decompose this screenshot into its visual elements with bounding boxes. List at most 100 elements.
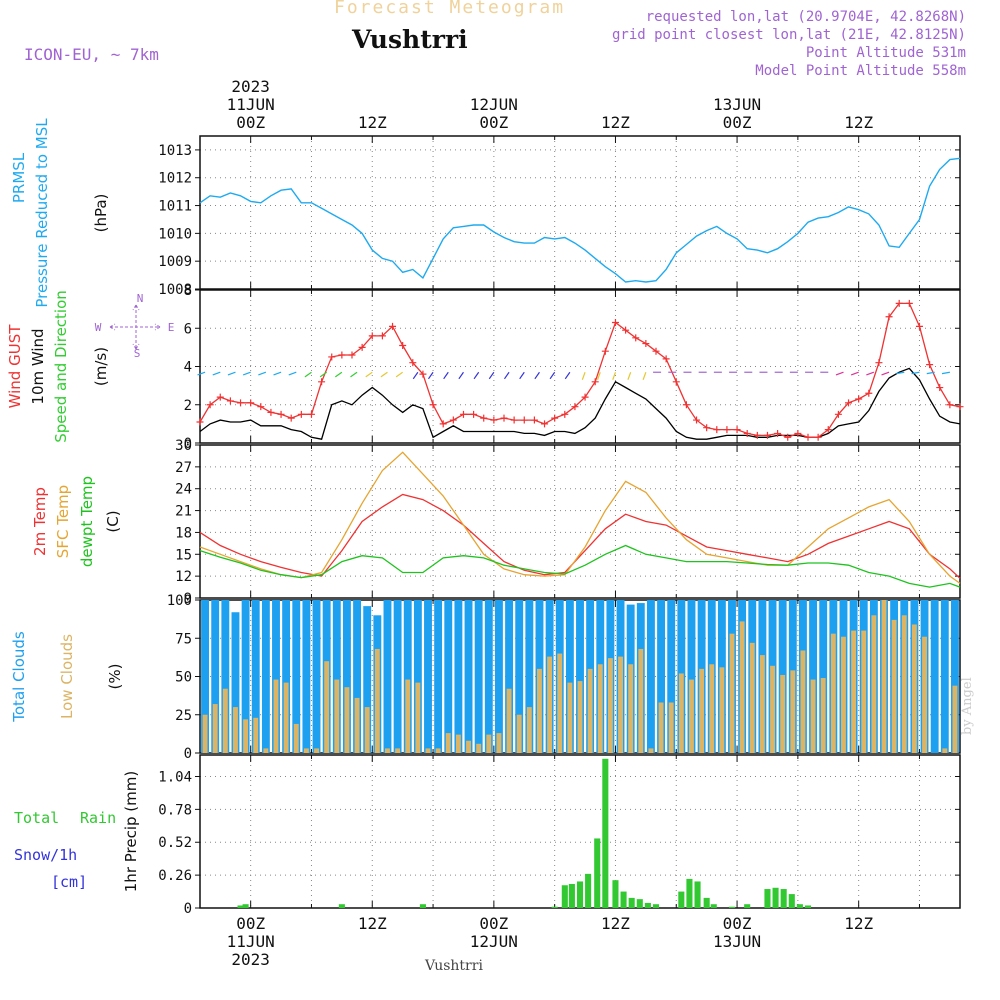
wind-gust-marker xyxy=(399,341,407,349)
wind-direction-arrow xyxy=(503,371,510,380)
wind-gust-marker xyxy=(571,403,579,411)
total-clouds-bar xyxy=(241,600,250,753)
wind-gust-marker xyxy=(885,313,893,321)
low-clouds-bar xyxy=(729,633,735,753)
credit-watermark: by Angel xyxy=(960,677,975,735)
low-clouds-bar xyxy=(881,600,887,753)
wind-gust-marker xyxy=(449,416,457,424)
precip-bar xyxy=(728,906,736,908)
wind-gust-marker xyxy=(267,408,275,416)
total-clouds-bar xyxy=(474,600,483,753)
wind-direction-arrow xyxy=(564,371,571,380)
wind-direction-arrow xyxy=(288,371,297,376)
low-clouds-bar xyxy=(415,682,421,753)
wind-gust-marker xyxy=(855,395,863,403)
wind-gust-marker xyxy=(429,401,437,409)
low-clouds-bar xyxy=(283,682,289,753)
ytick-label: 30 xyxy=(175,438,192,454)
precip-bar xyxy=(686,878,693,908)
panel-temperature: 9 12 15 18 21 24 27 30 xyxy=(175,438,961,607)
low-clouds-bar xyxy=(861,630,867,753)
wind-gust-marker xyxy=(216,393,224,401)
location-title: Vushtrri xyxy=(352,25,468,54)
ytick-label: 0.78 xyxy=(158,802,192,818)
wind-gust-marker xyxy=(338,351,346,359)
wind-gust-marker xyxy=(307,410,315,418)
precip-bar xyxy=(744,904,751,908)
low-clouds-bar xyxy=(476,743,482,753)
low-clouds-bar xyxy=(638,648,644,753)
total-clouds-bar xyxy=(312,600,321,753)
total-clouds-bar xyxy=(565,600,574,753)
total-clouds-bar xyxy=(342,600,351,753)
ytick-label: 0.52 xyxy=(158,835,192,851)
total-clouds-bar xyxy=(454,600,463,753)
precip-bar xyxy=(764,889,771,908)
wind-gust-marker xyxy=(257,403,265,411)
top-time-label: 2023 xyxy=(231,77,270,96)
panel-frame xyxy=(199,444,961,599)
total-clouds-bar xyxy=(251,600,260,753)
wind-gust-marker xyxy=(551,414,559,422)
precip-bar xyxy=(772,887,779,908)
wind-gust-marker xyxy=(642,340,650,348)
wind-direction-arrow xyxy=(549,371,556,380)
sfc-temp-line xyxy=(199,451,961,584)
ytick-label: 25 xyxy=(175,708,192,724)
wind-gust-marker xyxy=(389,322,397,330)
low-clouds-bar xyxy=(516,714,522,753)
panel-frame xyxy=(199,289,961,444)
wind-direction-arrow xyxy=(304,371,312,378)
bottom-time-label: 2023 xyxy=(231,950,270,969)
precip-bar xyxy=(576,881,584,908)
wind-gust-marker xyxy=(865,389,873,397)
low-clouds-bar xyxy=(841,636,846,753)
top-time-label: 00Z xyxy=(723,113,752,132)
ytick-label: 1.04 xyxy=(158,769,192,785)
ytick-label: 1013 xyxy=(158,143,192,159)
low-clouds-bar xyxy=(425,748,431,753)
low-clouds-bar xyxy=(354,697,360,753)
wind10m-line xyxy=(199,367,961,440)
panel-precip: 0 0.26 0.52 0.78 1.04 xyxy=(158,754,961,917)
total-clouds-bar xyxy=(231,612,240,753)
wind-gust-marker xyxy=(753,431,761,439)
low-clouds-bar xyxy=(952,685,958,753)
ytick-label: 0.26 xyxy=(158,868,192,884)
ytick-label: 1008 xyxy=(158,282,192,298)
bottom-time-label: 00Z xyxy=(479,914,508,933)
precip-bar xyxy=(652,904,660,908)
low-clouds-bar xyxy=(891,619,897,753)
wind-gust-marker xyxy=(470,410,478,418)
wind-gust-marker xyxy=(611,319,619,327)
total-clouds-bar xyxy=(221,600,230,753)
wind-direction-arrow xyxy=(197,371,206,376)
low-clouds-bar xyxy=(526,707,532,753)
precip-bar xyxy=(694,881,701,908)
grid-point: grid point closest lon,lat (21E, 42.8125… xyxy=(611,27,966,43)
legend-snow-unit: [cm] xyxy=(51,873,87,891)
ytick-label: 4 xyxy=(184,360,192,376)
wind-gust-line xyxy=(199,302,961,438)
low-clouds-bar xyxy=(780,674,786,753)
low-clouds-bar xyxy=(922,636,927,753)
compass-e: E xyxy=(168,321,175,334)
top-time-label: 11JUN xyxy=(227,95,275,114)
low-clouds-bar xyxy=(810,679,816,753)
ytick-label: 1010 xyxy=(158,226,192,242)
precip-bar xyxy=(644,902,651,908)
legend-total: Total xyxy=(14,809,59,827)
low-clouds-bar xyxy=(324,661,330,753)
precip-bar xyxy=(804,905,812,908)
panel-frame xyxy=(199,135,961,290)
precip-bar xyxy=(602,758,609,908)
wind-direction-arrow xyxy=(911,371,920,375)
wind-gust-marker xyxy=(510,416,518,424)
low-clouds-bar xyxy=(577,681,583,753)
wind-direction-arrow xyxy=(473,371,480,380)
low-clouds-bar xyxy=(678,673,684,753)
wind-gust-marker xyxy=(834,410,842,418)
ytick-label: 100 xyxy=(167,593,192,609)
wind-gust-marker xyxy=(814,433,822,441)
panel-wind: 0 2 4 6 8 xyxy=(184,283,964,452)
